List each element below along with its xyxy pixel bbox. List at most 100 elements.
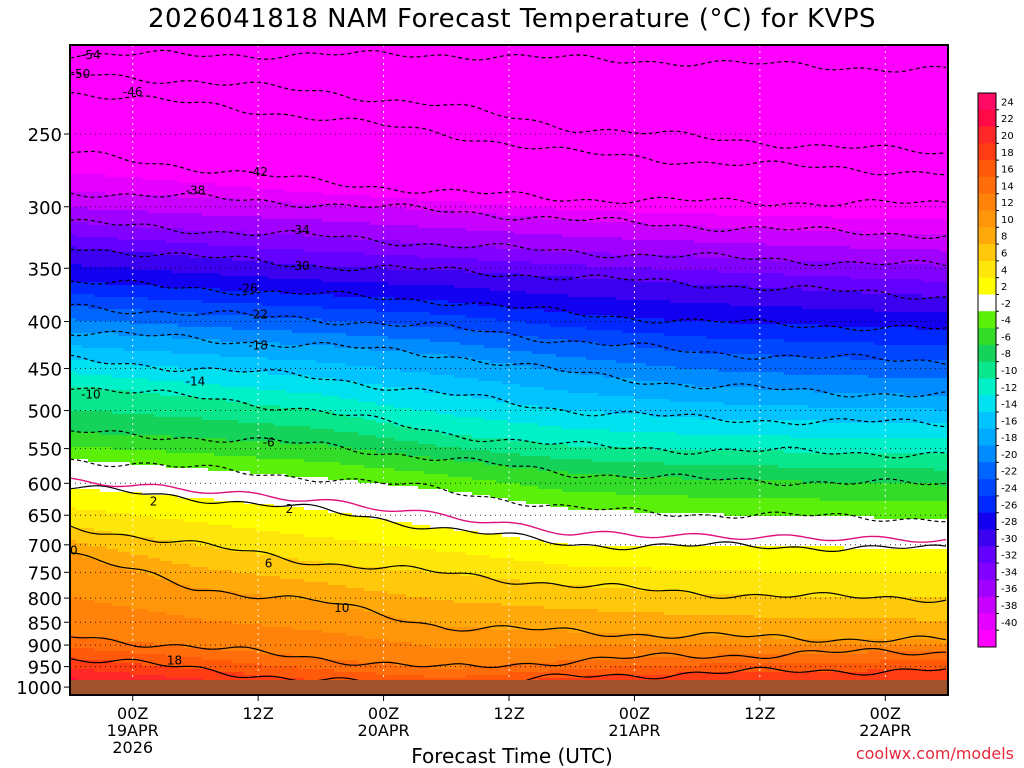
- temperature-cell: [610, 660, 617, 667]
- temperature-cell: [136, 177, 143, 196]
- temperature-cell: [172, 195, 179, 214]
- temperature-cell: [574, 474, 581, 493]
- temperature-cell: [226, 420, 233, 442]
- temperature-cell: [598, 669, 605, 676]
- freezing-line: [70, 477, 947, 543]
- temperature-cell: [550, 234, 557, 253]
- temperature-cell: [160, 351, 167, 367]
- temperature-cell: [76, 222, 83, 238]
- temperature-cell: [226, 672, 233, 682]
- temperature-cell: [910, 264, 917, 280]
- temperature-cell: [514, 606, 521, 631]
- temperature-cell: [352, 588, 359, 610]
- temperature-cell: [586, 474, 593, 493]
- temperature-cell: [322, 195, 329, 205]
- temperature-cell: [622, 333, 629, 346]
- temperature-cell: [814, 375, 821, 394]
- temperature-cell: [652, 636, 659, 646]
- temperature-cell: [166, 195, 173, 214]
- y-axis: 2503003504004505005506006507007508008509…: [16, 125, 70, 699]
- temperature-cell: [940, 411, 947, 424]
- temperature-cell: [862, 516, 869, 550]
- temperature-cell: [604, 567, 611, 589]
- temperature-cell: [772, 261, 779, 274]
- temperature-cell: [682, 465, 689, 481]
- temperature-cell: [106, 513, 113, 532]
- temperature-cell: [226, 651, 233, 661]
- temperature-cell: [124, 267, 131, 286]
- temperature-cell: [172, 453, 179, 469]
- temperature-cell: [808, 390, 815, 409]
- temperature-cell: [292, 507, 299, 535]
- temperature-cell: [850, 309, 857, 328]
- temperature-cell: [106, 672, 113, 682]
- temperature-cell: [832, 438, 839, 454]
- temperature-cell: [268, 390, 275, 406]
- temperature-cell: [394, 207, 401, 226]
- temperature-cell: [910, 279, 917, 295]
- temperature-cell: [130, 324, 137, 337]
- temperature-cell: [334, 606, 341, 634]
- temperature-cell: [256, 249, 263, 262]
- temperature-cell: [256, 423, 263, 442]
- temperature-cell: [886, 408, 893, 424]
- temperature-cell: [142, 312, 149, 325]
- temperature-cell: [934, 411, 941, 424]
- temperature-cell: [736, 465, 743, 481]
- temperature-cell: [718, 654, 725, 664]
- temperature-cell: [214, 45, 221, 187]
- temperature-cell: [250, 573, 257, 595]
- temperature-cell: [808, 438, 815, 454]
- temperature-cell: [472, 576, 479, 604]
- temperature-cell: [286, 558, 293, 580]
- temperature-cell: [346, 252, 353, 268]
- temperature-cell: [862, 501, 869, 517]
- temperature-cell: [862, 264, 869, 280]
- temperature-cell: [604, 315, 611, 331]
- temperature-cell: [430, 258, 437, 271]
- temperature-cell: [880, 345, 887, 361]
- temperature-cell: [316, 669, 323, 682]
- temperature-cell: [484, 273, 491, 289]
- temperature-cell: [160, 312, 167, 325]
- temperature-cell: [244, 402, 251, 424]
- temperature-cell: [394, 594, 401, 619]
- temperature-cell: [412, 327, 419, 340]
- temperature-cell: [622, 633, 629, 646]
- temperature-cell: [358, 384, 365, 403]
- isotherm-line: [70, 387, 947, 459]
- temperature-cell: [892, 483, 899, 502]
- temperature-cell: [796, 246, 803, 262]
- temperature-cell: [844, 618, 851, 640]
- temperature-cell: [400, 351, 407, 373]
- temperature-cell: [478, 306, 485, 319]
- temperature-cell: [82, 207, 89, 223]
- temperature-cell: [112, 363, 119, 379]
- temperature-cell: [658, 495, 665, 514]
- temperature-cell: [550, 294, 557, 313]
- temperature-cell: [358, 567, 365, 589]
- temperature-cell: [376, 324, 383, 337]
- temperature-cell: [892, 294, 899, 313]
- temperature-cell: [328, 660, 335, 670]
- temperature-cell: [280, 264, 287, 280]
- temperature-cell: [742, 273, 749, 286]
- temperature-cell: [928, 312, 935, 331]
- temperature-cell: [820, 291, 827, 310]
- temperature-cell: [112, 567, 119, 607]
- temperature-cell: [562, 264, 569, 277]
- temperature-cell: [358, 672, 365, 685]
- temperature-cell: [736, 45, 743, 217]
- temperature-cell: [724, 228, 731, 244]
- temperature-cell: [436, 489, 443, 529]
- temperature-cell: [610, 255, 617, 268]
- y-tick-label: 300: [28, 198, 62, 219]
- temperature-cell: [736, 450, 743, 466]
- temperature-cell: [220, 660, 227, 673]
- temperature-cell: [424, 624, 431, 646]
- temperature-cell: [430, 45, 437, 202]
- temperature-cell: [658, 675, 665, 685]
- temperature-cell: [694, 45, 701, 214]
- temperature-cell: [466, 396, 473, 418]
- temperature-cell: [904, 597, 911, 619]
